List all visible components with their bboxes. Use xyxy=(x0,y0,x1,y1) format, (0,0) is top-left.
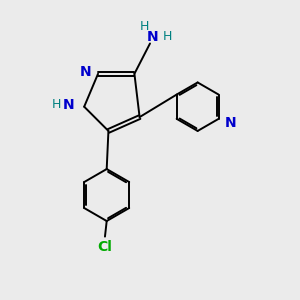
Text: Cl: Cl xyxy=(98,240,112,254)
Text: H: H xyxy=(52,98,61,112)
Text: N: N xyxy=(80,65,92,79)
Text: N: N xyxy=(63,98,74,112)
Text: H: H xyxy=(163,30,172,43)
Text: N: N xyxy=(147,30,158,44)
Text: N: N xyxy=(225,116,237,130)
Text: H: H xyxy=(139,20,148,33)
